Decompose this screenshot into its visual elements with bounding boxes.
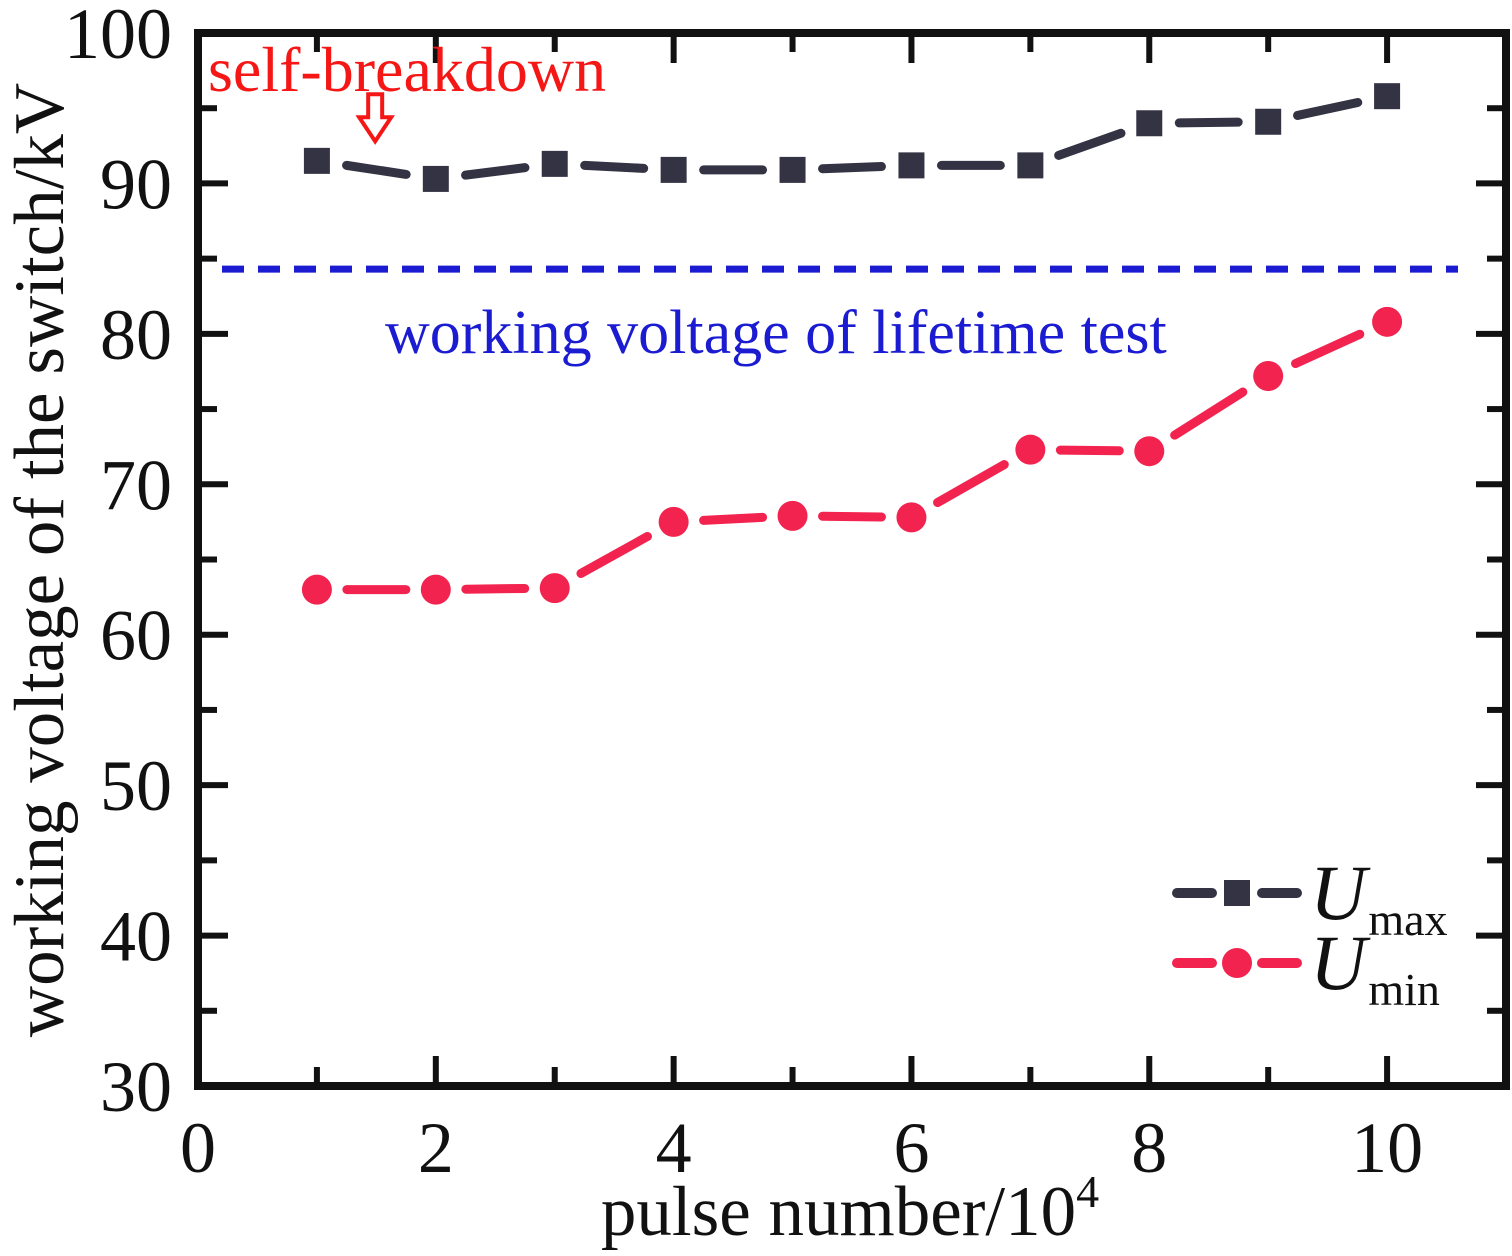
self-breakdown-arrow-icon xyxy=(355,92,395,145)
series-umax-segment xyxy=(1054,128,1126,160)
x-tick-label: 8 xyxy=(1131,1108,1167,1188)
legend-label-umin: Umin xyxy=(1310,918,1440,1015)
y-tick-label: 100 xyxy=(64,0,172,74)
y-tick-label: 90 xyxy=(100,144,172,224)
series-umax-marker xyxy=(1017,152,1044,179)
plot-frame xyxy=(194,29,1510,1090)
series-umin-marker xyxy=(896,502,927,533)
series-umax-marker xyxy=(303,147,330,174)
y-tick-label: 30 xyxy=(100,1047,172,1127)
x-tick-label: 0 xyxy=(180,1108,216,1188)
x-axis-title: pulse number/104 xyxy=(400,1166,1300,1253)
series-umax-marker xyxy=(422,165,449,192)
series-umax-segment xyxy=(580,160,649,173)
legend-umin-subscript: min xyxy=(1368,964,1440,1015)
x-axis-title-text: pulse number/10 xyxy=(600,1173,1077,1251)
y-tick-label: 40 xyxy=(100,897,172,977)
series-umax-segment xyxy=(461,163,530,180)
series-umin-segment xyxy=(933,460,1009,508)
legend-umax-subscript: max xyxy=(1368,894,1448,945)
series-umin-marker xyxy=(1134,436,1165,467)
series-umin-segment xyxy=(461,583,530,594)
series-umax-segment xyxy=(1293,97,1363,120)
y-axis-title: working voltage of the switch/kV xyxy=(1,82,79,1038)
series-umax-marker xyxy=(541,150,568,177)
series-umax-marker xyxy=(1255,108,1282,135)
legend-label-umax: Umax xyxy=(1310,848,1448,945)
series-umin-marker xyxy=(1015,434,1046,465)
y-tick-label: 50 xyxy=(100,746,172,826)
series-umin-marker xyxy=(658,506,689,537)
series-umin-marker xyxy=(1253,360,1284,391)
series-umin-segment xyxy=(576,531,652,578)
series-umin-segment xyxy=(699,512,768,525)
y-tick-label: 60 xyxy=(100,596,172,676)
legend-umin-symbol: U xyxy=(1310,919,1367,1006)
series-umin-segment xyxy=(818,511,886,522)
series-umin-marker xyxy=(301,574,332,605)
legend-umax-marker xyxy=(1224,880,1250,906)
series-umax-marker xyxy=(1374,83,1401,110)
series-umin-marker xyxy=(777,500,808,531)
y-tick-label: 70 xyxy=(100,445,172,525)
series-umax-marker xyxy=(779,156,806,183)
series-umax-marker xyxy=(1136,110,1163,137)
legend-umin-marker xyxy=(1222,948,1252,978)
y-tick-label: 80 xyxy=(100,295,172,375)
series-umax-segment xyxy=(342,160,411,179)
x-tick-label: 4 xyxy=(656,1108,692,1188)
reference-line-label: working voltage of lifetime test xyxy=(385,299,1167,367)
x-tick-label: 10 xyxy=(1351,1108,1423,1188)
self-breakdown-annotation: self-breakdown xyxy=(208,34,607,105)
series-umin-segment xyxy=(1055,445,1124,456)
series-umax-marker xyxy=(898,152,925,179)
x-tick-label: 2 xyxy=(418,1108,454,1188)
series-umax-segment xyxy=(818,162,886,174)
legend-umax-symbol: U xyxy=(1310,849,1367,936)
series-umin-segment xyxy=(1170,387,1248,440)
series-umin-marker xyxy=(420,574,451,605)
series-umax-marker xyxy=(660,156,687,183)
x-axis-title-exponent: 4 xyxy=(1076,1166,1100,1217)
series-umin-marker xyxy=(1372,306,1403,337)
x-tick-label: 6 xyxy=(893,1108,929,1188)
series-umax-segment xyxy=(1174,117,1243,128)
series-umin-segment xyxy=(1290,329,1365,369)
series-umin-marker xyxy=(539,573,570,604)
